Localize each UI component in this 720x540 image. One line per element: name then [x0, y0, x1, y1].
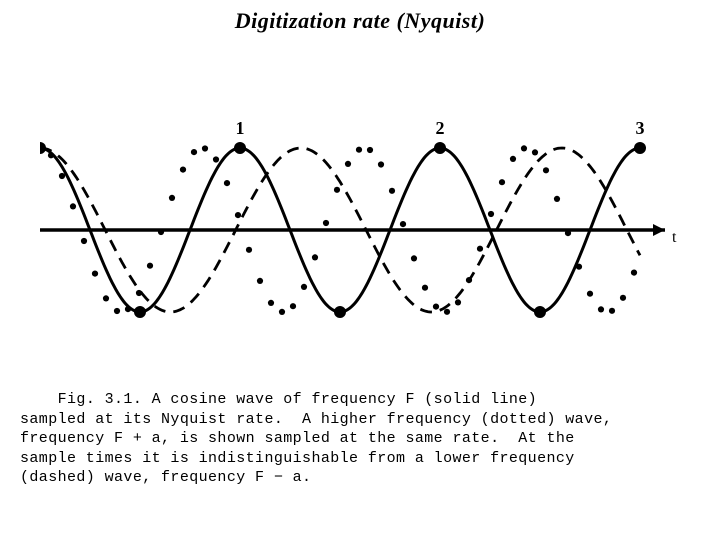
page: Digitization rate (Nyquist) 1 2 3 t Fig. 3.…: [0, 0, 720, 540]
dotted-wave-dot: [488, 211, 494, 217]
dotted-wave-dot: [444, 309, 450, 315]
dotted-wave-dot: [532, 149, 538, 155]
dotted-wave-dot: [257, 278, 263, 284]
dotted-wave-dot: [565, 230, 571, 236]
dotted-wave-dot: [411, 255, 417, 261]
dotted-wave-dot: [631, 270, 637, 276]
x-axis-arrow-icon: [653, 224, 665, 236]
dotted-wave-dot: [235, 212, 241, 218]
nyquist-figure: 1 2 3 t: [40, 110, 680, 350]
dotted-wave-dot: [136, 290, 142, 296]
dotted-wave-dot: [389, 188, 395, 194]
page-title: Digitization rate (Nyquist): [0, 8, 720, 34]
dotted-wave-dot: [466, 277, 472, 283]
period-label-3: 3: [636, 118, 645, 138]
dotted-wave-dot: [114, 308, 120, 314]
dotted-wave-dot: [301, 284, 307, 290]
sample-marker: [434, 142, 446, 154]
dotted-wave-dot: [477, 246, 483, 252]
dotted-wave-dot: [180, 167, 186, 173]
dotted-wave-dot: [455, 299, 461, 305]
dotted-wave-dot: [367, 147, 373, 153]
dotted-wave-dot: [400, 221, 406, 227]
dotted-wave-dot: [378, 161, 384, 167]
dotted-wave-dot: [323, 220, 329, 226]
dotted-wave-dot: [70, 203, 76, 209]
dotted-wave-dot: [59, 173, 65, 179]
dotted-wave-dot: [422, 285, 428, 291]
dotted-wave-dot: [213, 156, 219, 162]
dotted-wave-dot: [334, 187, 340, 193]
dotted-wave-dot: [202, 145, 208, 151]
dotted-wave-dot: [224, 180, 230, 186]
dotted-wave-dot: [147, 263, 153, 269]
dotted-wave-dot: [246, 247, 252, 253]
figure-caption: Fig. 3.1. A cosine wave of frequency F (…: [20, 390, 700, 488]
period-label-1: 1: [236, 118, 245, 138]
sample-marker: [534, 306, 546, 318]
dotted-wave-dot: [290, 303, 296, 309]
dotted-wave-dot: [598, 306, 604, 312]
dotted-wave-dot: [620, 295, 626, 301]
dotted-wave-dot: [191, 149, 197, 155]
period-label-2: 2: [436, 118, 445, 138]
dotted-wave-dot: [312, 254, 318, 260]
dotted-wave-dot: [587, 291, 593, 297]
nyquist-svg: 1 2 3 t: [40, 110, 680, 350]
axis-label-t: t: [672, 229, 677, 246]
sample-marker: [634, 142, 646, 154]
dotted-wave-dot: [48, 152, 54, 158]
sample-marker: [334, 306, 346, 318]
dotted-wave-dot: [433, 304, 439, 310]
sample-marker: [134, 306, 146, 318]
dotted-wave-dot: [554, 196, 560, 202]
dotted-wave-dot: [279, 309, 285, 315]
dotted-wave-dot: [499, 179, 505, 185]
dotted-wave-dot: [576, 264, 582, 270]
dotted-wave-dot: [543, 167, 549, 173]
sample-marker: [234, 142, 246, 154]
dotted-wave-dot: [169, 195, 175, 201]
dotted-wave-dot: [609, 308, 615, 314]
dotted-wave-dot: [81, 238, 87, 244]
dotted-wave-dot: [92, 271, 98, 277]
dotted-wave-dot: [103, 295, 109, 301]
dotted-wave-dot: [158, 229, 164, 235]
sample-marker: [40, 142, 46, 154]
dotted-wave-dot: [268, 300, 274, 306]
dotted-wave-dot: [510, 156, 516, 162]
dotted-wave-dot: [125, 306, 131, 312]
dotted-wave-dot: [345, 161, 351, 167]
dotted-wave-dot: [521, 145, 527, 151]
dotted-wave-dot: [356, 147, 362, 153]
